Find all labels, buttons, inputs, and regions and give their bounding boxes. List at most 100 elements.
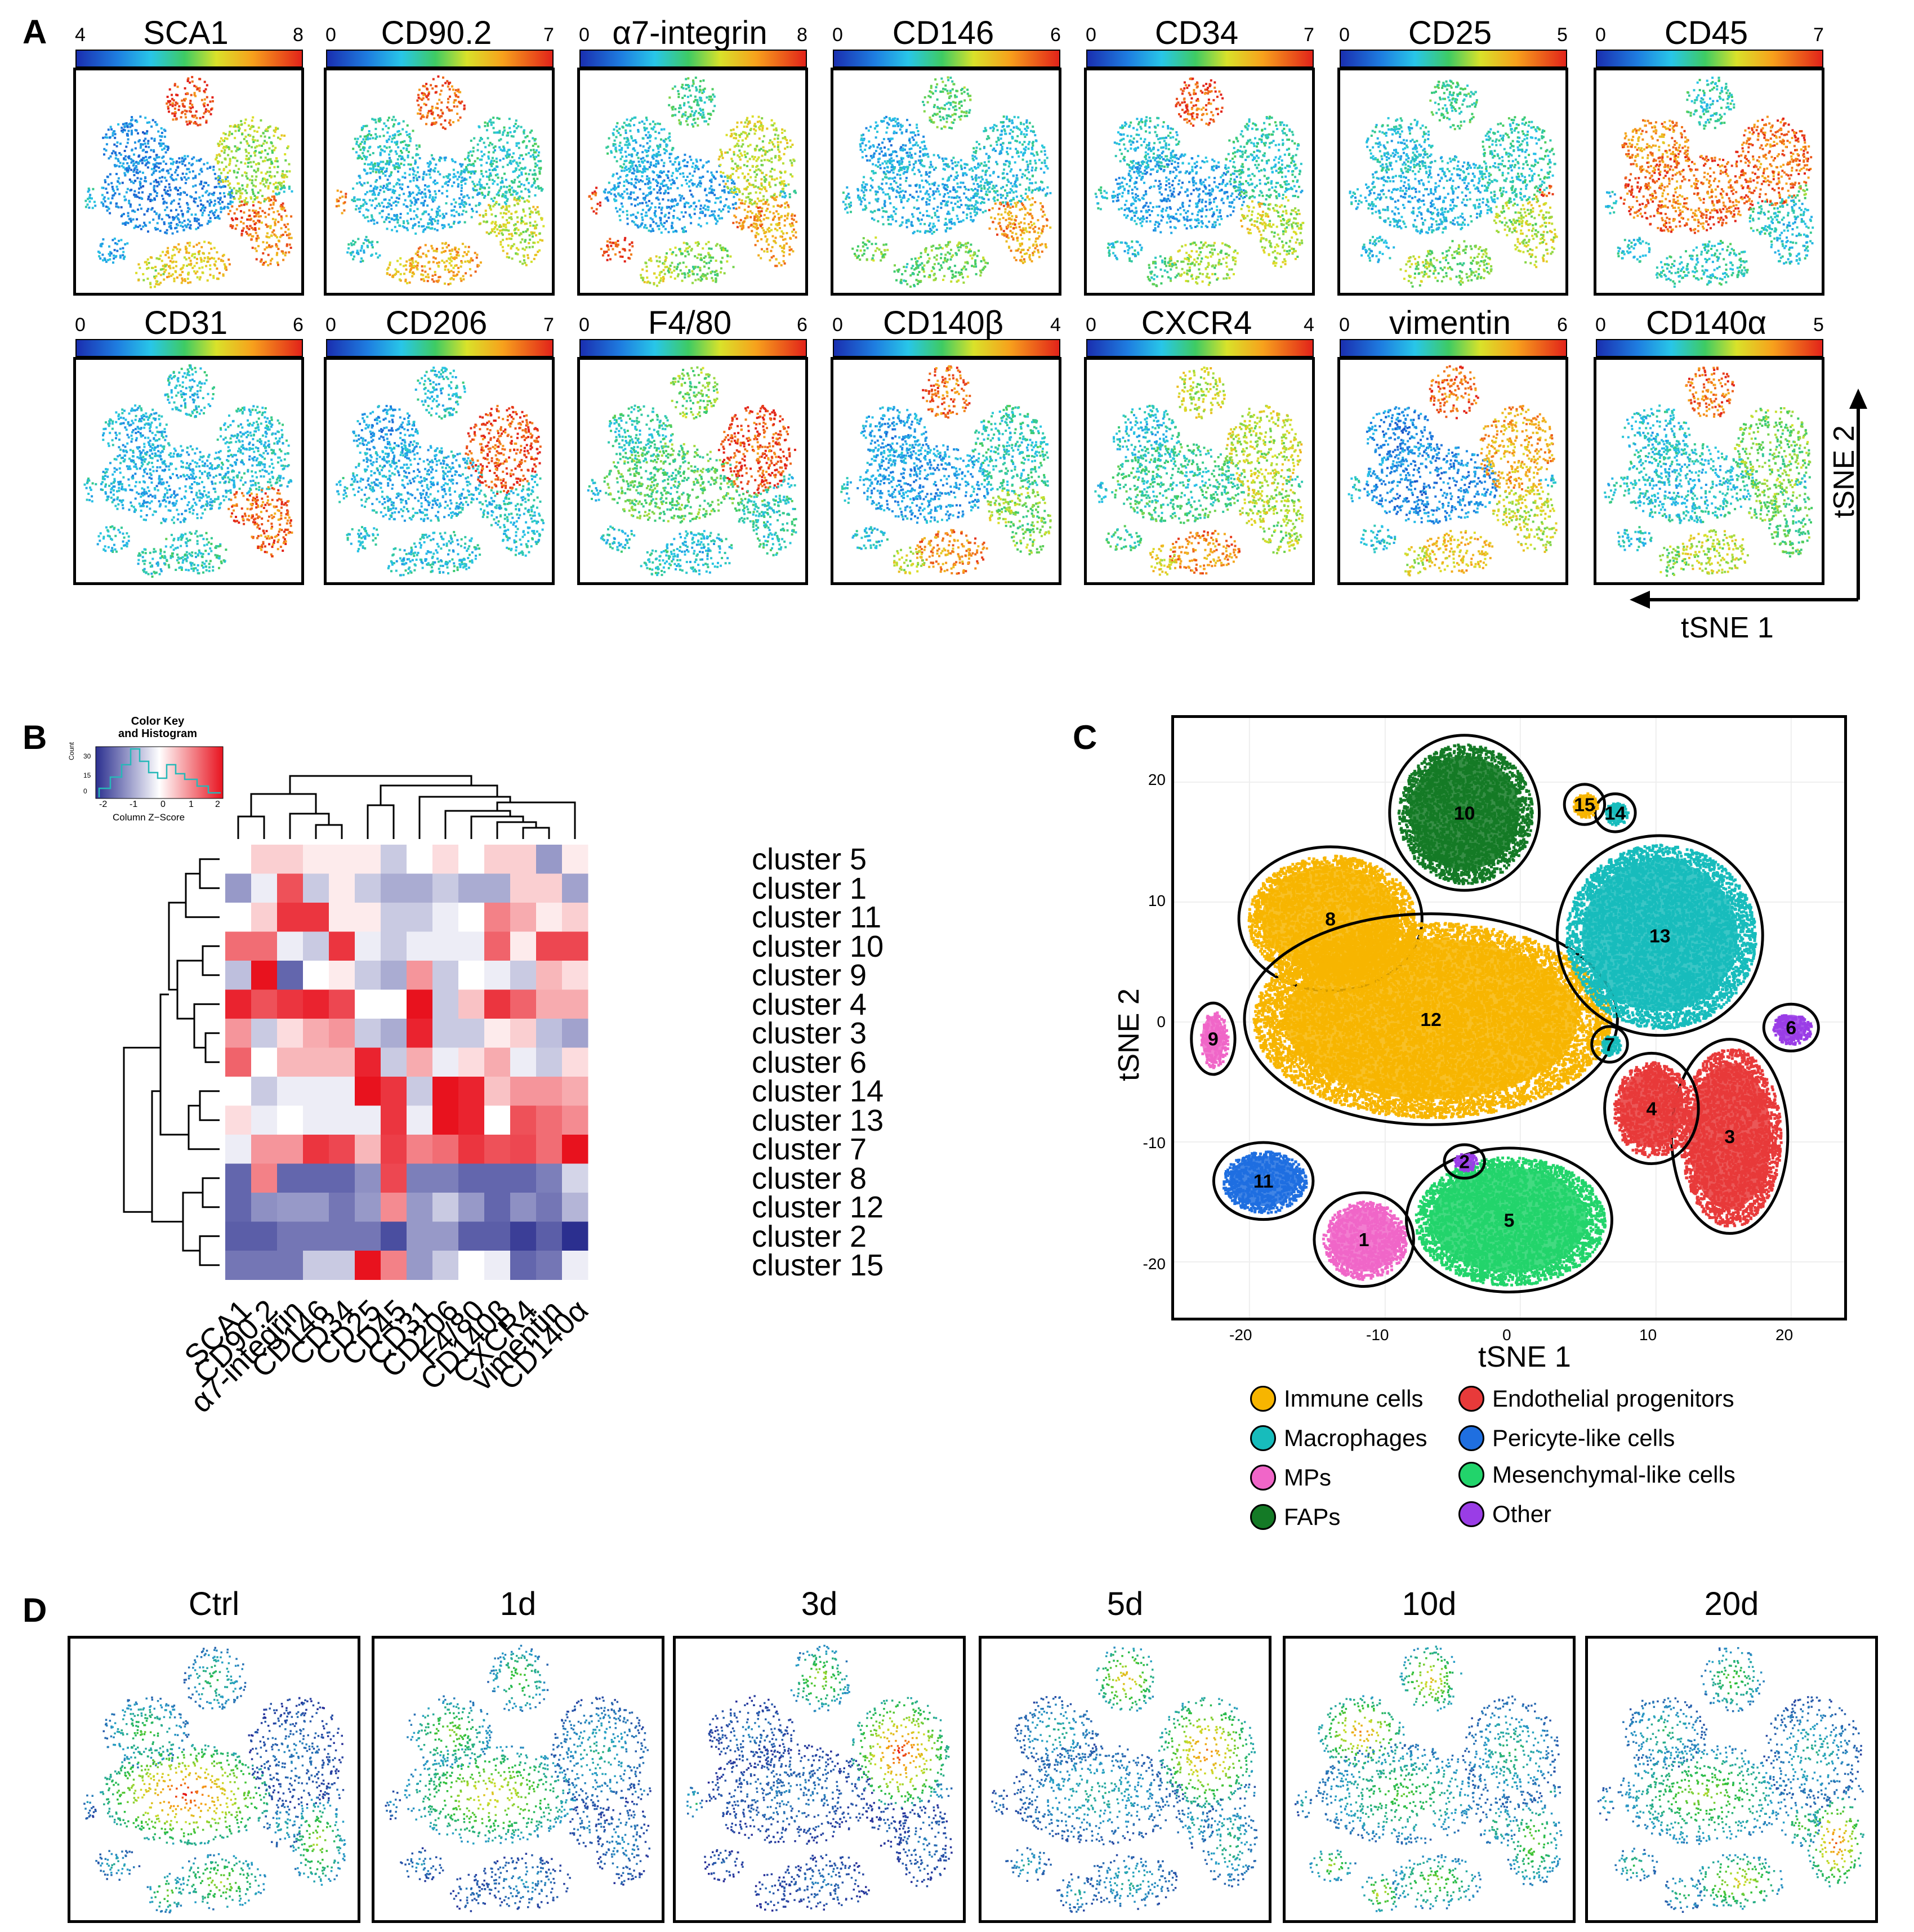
heatmap-cell-r4-c3 <box>303 961 329 990</box>
density-tsne-svg <box>676 1639 963 1920</box>
density-region-b4 <box>569 1802 608 1847</box>
tsne-cluster-b12 <box>350 442 483 522</box>
heatmap-cell-r3-c4 <box>329 932 355 961</box>
tsne-cluster-b9 <box>840 477 852 504</box>
density-region-b4 <box>1176 1804 1214 1849</box>
heatmap-cell-r0-c9 <box>458 845 485 874</box>
heatmap-cell-r12-c12 <box>536 1193 563 1222</box>
density-region-b3 <box>1203 1799 1258 1888</box>
tsne-cluster-b5 <box>158 241 231 284</box>
tsne-cluster-b5 <box>408 531 481 574</box>
colorbar <box>1340 50 1567 68</box>
tsne-cluster-b10 <box>1175 78 1224 127</box>
tsne-cluster-b1 <box>1400 255 1431 287</box>
panel-a-axis-x: tSNE 1 <box>1681 611 1774 645</box>
panel-d-label: D <box>23 1591 47 1630</box>
tsne-cluster-b13 <box>971 405 1049 494</box>
heatmap-cell-r6-c11 <box>510 1019 537 1048</box>
density-region-b6 <box>1541 1784 1561 1797</box>
tsne-cluster-b12 <box>1620 154 1756 234</box>
tsne-cluster-b10 <box>1429 365 1479 420</box>
panel-a-label: A <box>23 12 47 51</box>
heatmap-cell-r12-c9 <box>458 1193 485 1222</box>
density-region-b6 <box>630 1785 652 1800</box>
heatmap-cell-r8-c2 <box>277 1077 304 1106</box>
density-region-b9 <box>1295 1791 1312 1818</box>
marker-tsne-plot <box>1084 68 1315 296</box>
heatmap-cell-r9-c1 <box>251 1106 278 1135</box>
heatmap-cell-r1-c0 <box>225 874 252 903</box>
tsne-cluster-b12 <box>101 155 235 234</box>
marker-tsne-plot <box>1084 357 1315 585</box>
heatmap-cell-r5-c8 <box>432 990 459 1019</box>
heatmap-cell-r10-c0 <box>225 1135 252 1164</box>
legend-item: MPs <box>1250 1464 1331 1491</box>
tsne-cluster-b10 <box>668 77 716 128</box>
marker-tsne-svg <box>1087 360 1312 582</box>
density-region-b10 <box>1701 1647 1765 1712</box>
tsne-cluster-b3 <box>248 486 293 557</box>
tsne-cluster-b9 <box>1094 482 1107 503</box>
density-region-b10 <box>791 1645 850 1712</box>
tsne-cluster-b11 <box>600 237 634 262</box>
colorbar <box>326 339 554 357</box>
colorbar <box>579 339 807 357</box>
tsne-cluster-b1 <box>640 255 671 287</box>
heatmap-cell-r9-c2 <box>277 1106 304 1135</box>
tsne-cluster-b12 <box>604 443 740 524</box>
heatmap-cell-r1-c7 <box>407 874 433 903</box>
tsne-cluster-b6 <box>1034 474 1049 487</box>
density-region-b6 <box>324 1783 345 1799</box>
heatmap-cell-r4-c9 <box>458 961 485 990</box>
tsne-cluster-b9 <box>842 186 852 214</box>
heatmap-cell-r2-c8 <box>432 903 459 932</box>
heatmap-cell-r6-c13 <box>562 1019 588 1048</box>
heatmap-cell-r13-c10 <box>484 1222 511 1251</box>
heatmap-cell-r0-c5 <box>355 845 381 874</box>
marker-tsne-svg <box>1087 70 1312 293</box>
tsne-cluster-b1 <box>387 547 417 577</box>
tsne-cluster-b10 <box>1176 367 1226 420</box>
density-region-b11 <box>1309 1850 1356 1882</box>
heatmap-cell-r11-c13 <box>562 1164 588 1193</box>
heatmap-cell-r10-c10 <box>484 1135 511 1164</box>
density-region-b5 <box>781 1854 870 1911</box>
heatmap-cell-r0-c8 <box>432 845 459 874</box>
density-tsne-svg <box>70 1639 358 1920</box>
heatmap-cell-r13-c3 <box>303 1222 329 1251</box>
cluster-number-label: 4 <box>1646 1098 1657 1119</box>
marker-title: CD206 <box>318 304 555 342</box>
tsne-cluster-b4 <box>987 490 1016 524</box>
heatmap-cell-r8-c8 <box>432 1077 459 1106</box>
tsne-cluster-b12 <box>1364 153 1496 235</box>
marker-tsne-svg <box>327 70 552 293</box>
heatmap-cell-r9-c4 <box>329 1106 355 1135</box>
tsne-cluster-b11 <box>1107 240 1143 262</box>
density-region-b11 <box>95 1850 140 1881</box>
heatmap-cell-r7-c1 <box>251 1048 278 1077</box>
heatmap-cell-r8-c10 <box>484 1077 511 1106</box>
heatmap-cell-r14-c5 <box>355 1251 381 1280</box>
col-dendrogram <box>238 776 575 839</box>
tsne-cluster-b5 <box>410 242 482 285</box>
heatmap-cell-r9-c12 <box>536 1106 563 1135</box>
tsne-cluster-b13 <box>1480 405 1555 492</box>
heatmap-cell-r2-c1 <box>251 903 278 932</box>
heatmap-cell-r5-c9 <box>458 990 485 1019</box>
tsne-cluster-b10 <box>416 75 466 130</box>
marker-title: vimentin <box>1332 304 1568 342</box>
tsne-cluster-b1 <box>893 547 925 574</box>
heatmap-cell-r14-c9 <box>458 1251 485 1280</box>
marker-tsne-plot <box>831 68 1061 296</box>
marker-tsne-svg <box>1340 360 1565 582</box>
heatmap-cell-r2-c9 <box>458 903 485 932</box>
density-region-b11 <box>704 1849 744 1882</box>
marker-tsne-svg <box>327 360 552 582</box>
density-region-b5 <box>1086 1854 1178 1910</box>
tsne-cluster-b5 <box>159 530 227 574</box>
heatmap-cell-r0-c10 <box>484 845 511 874</box>
scale-max: 7 <box>1304 24 1314 46</box>
tsne-cluster-b1 <box>1149 545 1177 576</box>
heatmap-cell-r12-c7 <box>407 1193 433 1222</box>
legend-swatch <box>1458 1386 1484 1412</box>
